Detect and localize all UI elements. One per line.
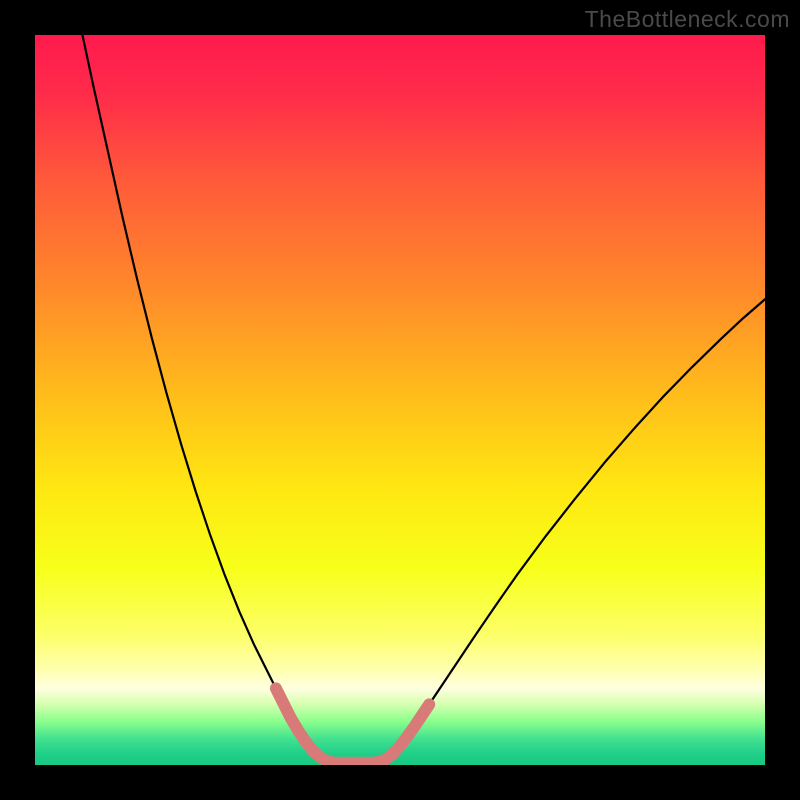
highlight-segment-1 bbox=[327, 758, 387, 762]
watermark-text: TheBottleneck.com bbox=[585, 6, 790, 33]
bottleneck-chart bbox=[35, 35, 765, 765]
chart-background bbox=[35, 35, 765, 765]
chart-svg bbox=[35, 35, 765, 765]
